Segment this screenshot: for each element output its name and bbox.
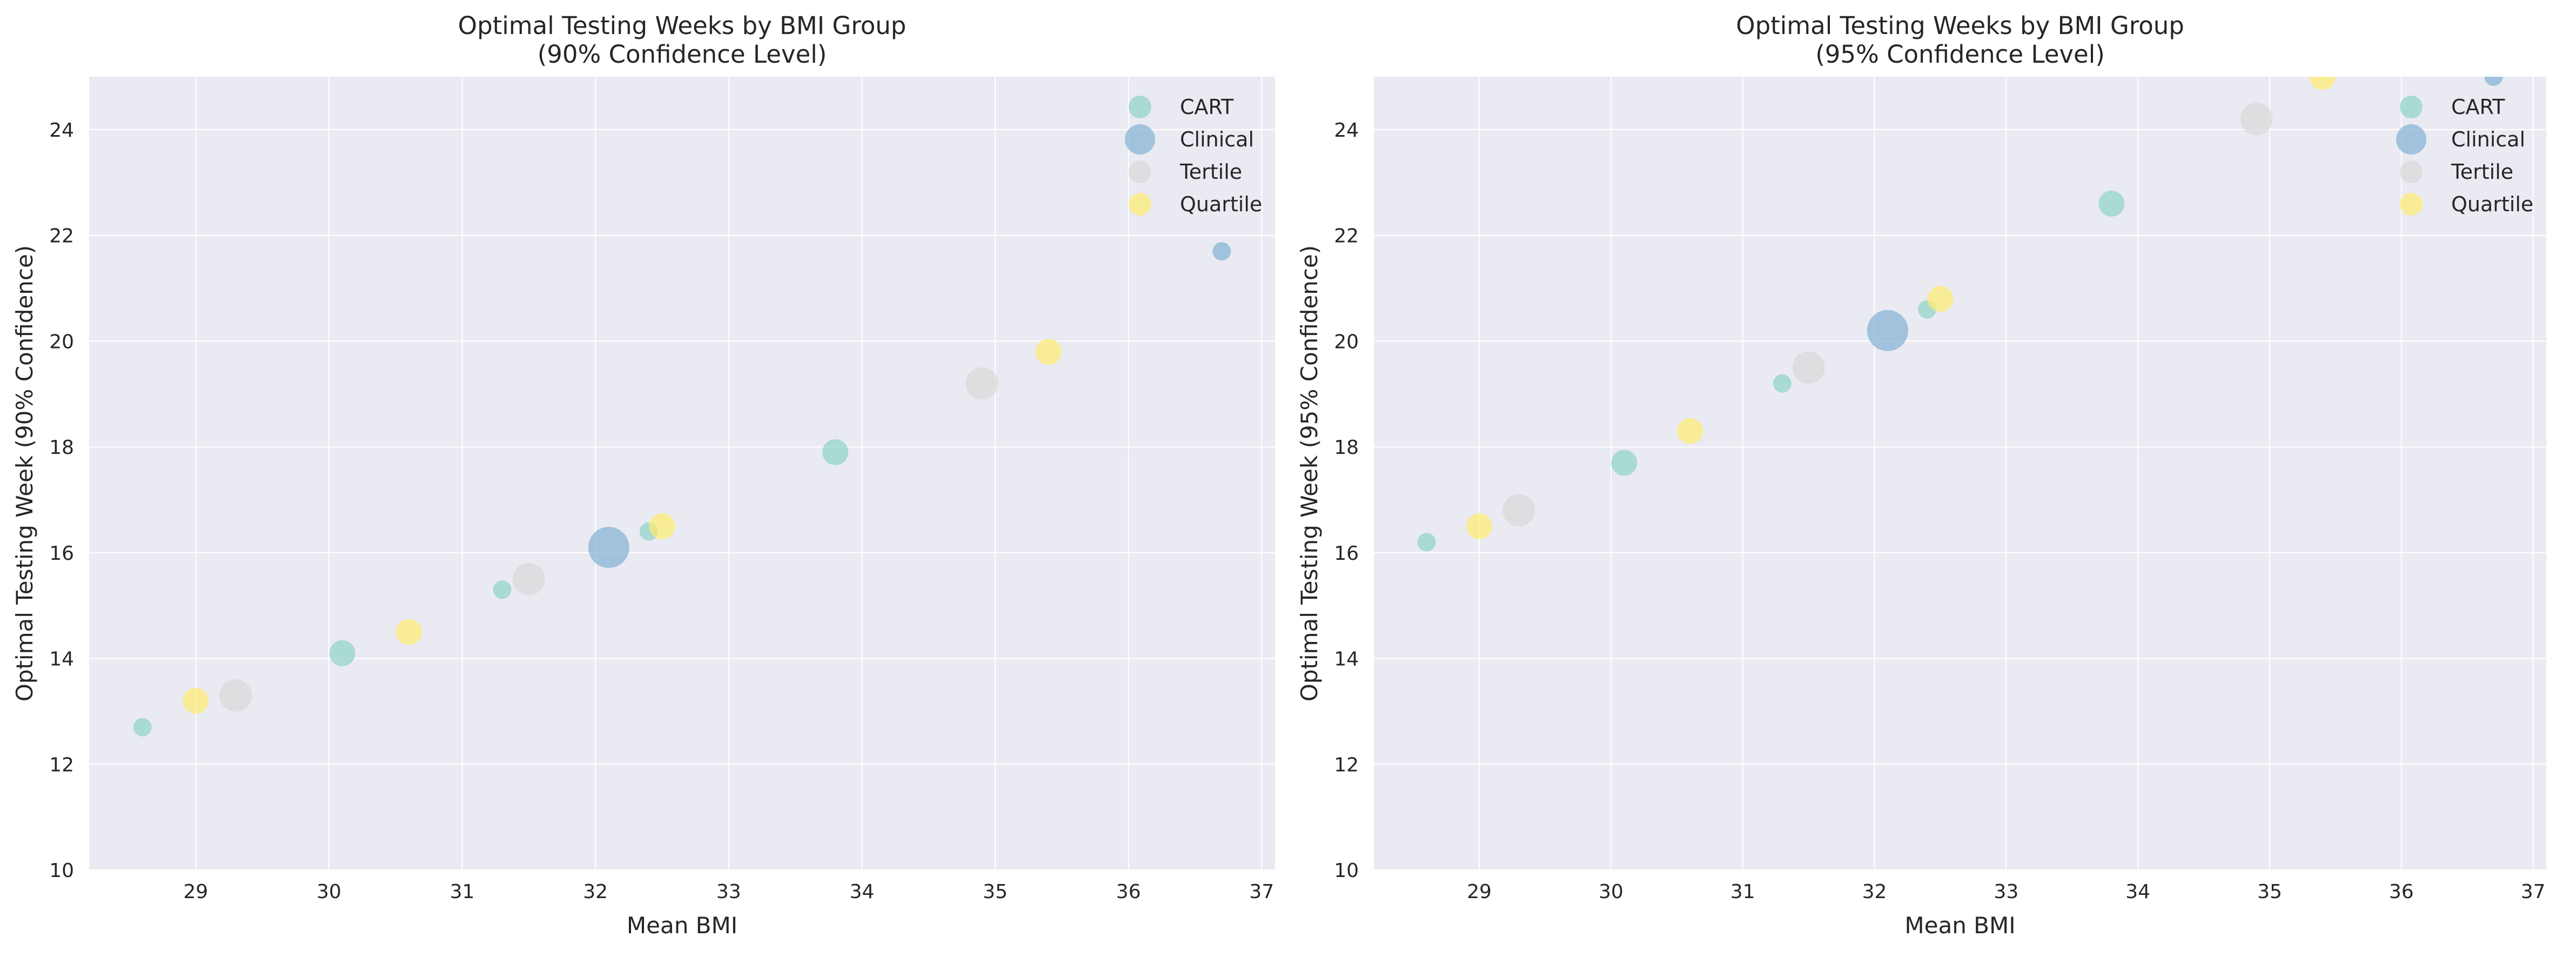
legend-marker-cart <box>1129 96 1151 118</box>
point-quartile <box>395 619 422 645</box>
y-tick-label: 20 <box>49 331 74 353</box>
x-tick-label: 33 <box>716 881 741 903</box>
y-tick-label: 18 <box>49 437 74 459</box>
y-tick-label: 16 <box>1334 543 1359 565</box>
plot-area <box>1374 77 2546 870</box>
y-axis-label: Optimal Testing Week (95% Confidence) <box>1296 245 1323 702</box>
legend-marker-clinical <box>2396 124 2426 155</box>
x-tick-label: 34 <box>2125 881 2150 903</box>
y-tick-label: 24 <box>1334 119 1359 142</box>
y-tick-label: 12 <box>49 754 74 776</box>
legend-marker-clinical <box>1125 124 1155 155</box>
y-tick-label: 10 <box>1334 860 1359 882</box>
legend-label-clinical: Clinical <box>2451 128 2525 151</box>
legend-marker-quartile <box>2400 193 2423 216</box>
chart-subtitle: (95% Confidence Level) <box>1815 40 2105 69</box>
y-tick-label: 14 <box>1334 648 1359 671</box>
legend-label-clinical: Clinical <box>1180 128 1254 151</box>
chart-title: Optimal Testing Weeks by BMI Group <box>1736 11 2184 40</box>
data-points <box>133 242 1231 737</box>
chart-title: Optimal Testing Weeks by BMI Group <box>458 11 907 40</box>
legend-marker-quartile <box>1129 193 1151 216</box>
x-tick-label: 36 <box>1116 881 1141 903</box>
point-tertile <box>219 679 252 712</box>
x-tick-label: 32 <box>1862 881 1887 903</box>
point-tertile <box>2240 103 2273 136</box>
y-tick-label: 12 <box>1334 754 1359 776</box>
x-tick-label: 35 <box>983 881 1008 903</box>
y-tick-label: 16 <box>49 543 74 565</box>
x-tick-label: 31 <box>450 881 475 903</box>
point-clinical <box>1867 310 1908 351</box>
point-cart <box>493 580 512 599</box>
legend-label-quartile: Quartile <box>2451 192 2533 216</box>
data-points <box>1417 77 2503 552</box>
point-cart <box>2098 190 2125 217</box>
legend-label-cart: CART <box>2451 95 2505 119</box>
legend-marker-tertile <box>1129 160 1151 183</box>
point-quartile <box>2309 77 2336 90</box>
x-tick-label: 31 <box>1730 881 1755 903</box>
point-cart <box>133 718 152 737</box>
point-cart <box>329 640 355 666</box>
point-quartile <box>1035 338 1062 365</box>
point-clinical <box>588 527 629 568</box>
x-axis-label: Mean BMI <box>627 912 737 939</box>
x-tick-label: 32 <box>583 881 608 903</box>
point-tertile <box>1502 494 1535 527</box>
legend-label-cart: CART <box>1180 95 1234 119</box>
point-quartile <box>1677 418 1703 444</box>
plot-area <box>89 77 1275 870</box>
x-axis-label: Mean BMI <box>1904 912 2015 939</box>
y-tick-label: 22 <box>49 225 74 247</box>
point-quartile <box>649 513 675 539</box>
chart-panel-2: 29 30 31 32 33 34 35 36 37 10 12 14 16 18 20 22 24 Optima… <box>1296 11 2546 939</box>
x-tick-label: 30 <box>317 881 341 903</box>
point-cart <box>1773 374 1792 393</box>
point-cart <box>1611 450 1638 476</box>
point-cart <box>1417 533 1436 552</box>
x-tick-label: 37 <box>2521 881 2546 903</box>
point-tertile <box>1792 351 1825 384</box>
legend-label-quartile: Quartile <box>1180 192 1262 216</box>
y-tick-label: 10 <box>49 860 74 882</box>
point-quartile <box>1466 513 1493 539</box>
legend-marker-tertile <box>2400 160 2423 183</box>
legend-label-tertile: Tertile <box>1179 160 1242 184</box>
x-tick-label: 33 <box>1994 881 2018 903</box>
point-tertile <box>965 367 998 400</box>
legend-label-tertile: Tertile <box>2451 160 2513 184</box>
y-tick-label: 20 <box>1334 331 1359 353</box>
y-tick-label: 22 <box>1334 225 1359 247</box>
legend: CART Clinical Tertile Quartile <box>1125 95 1262 216</box>
x-tick-label: 36 <box>2389 881 2414 903</box>
y-tick-label: 24 <box>49 119 74 142</box>
point-cart <box>822 439 849 465</box>
point-quartile <box>1927 286 1954 312</box>
x-tick-label: 37 <box>1249 881 1274 903</box>
x-tick-label: 35 <box>2257 881 2282 903</box>
x-tick-label: 30 <box>1599 881 1624 903</box>
x-tick-label: 29 <box>183 881 208 903</box>
point-quartile <box>183 687 209 714</box>
y-axis-label: Optimal Testing Week (90% Confidence) <box>11 245 38 702</box>
point-tertile <box>512 563 545 595</box>
chart-panel-1: 29 30 31 32 33 34 35 36 37 10 12 14 16 18 20 22 24 Optima… <box>11 11 1275 939</box>
y-tick-label: 14 <box>49 648 74 671</box>
legend: CART Clinical Tertile Quartile <box>2396 95 2533 216</box>
x-tick-label: 34 <box>850 881 875 903</box>
chart-subtitle: (90% Confidence Level) <box>538 40 827 69</box>
point-clinical <box>1212 242 1231 260</box>
y-tick-label: 18 <box>1334 437 1359 459</box>
legend-marker-cart <box>2400 96 2423 118</box>
point-clinical <box>2484 77 2503 86</box>
x-tick-label: 29 <box>1467 881 1492 903</box>
